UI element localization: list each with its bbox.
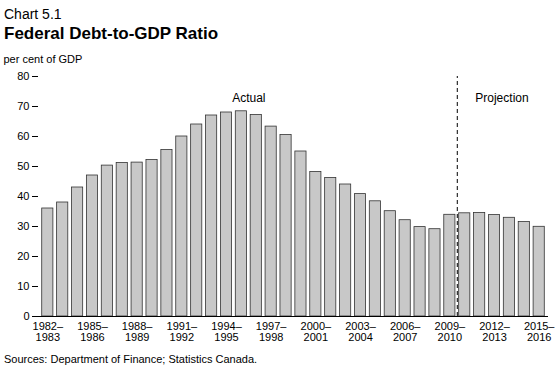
svg-text:2000–2001: 2000–2001 — [301, 320, 332, 343]
svg-text:20: 20 — [17, 250, 29, 262]
svg-text:2012–2013: 2012–2013 — [479, 320, 510, 343]
svg-text:60: 60 — [17, 130, 29, 142]
svg-text:80: 80 — [17, 70, 29, 82]
svg-text:2009–2010: 2009–2010 — [435, 320, 466, 343]
svg-text:1982–1983: 1982–1983 — [33, 320, 64, 343]
svg-text:2006–2007: 2006–2007 — [390, 320, 421, 343]
svg-text:1997–1998: 1997–1998 — [256, 320, 287, 343]
svg-text:1994–1995: 1994–1995 — [211, 320, 242, 343]
svg-text:2015–2016: 2015–2016 — [524, 320, 555, 343]
svg-text:70: 70 — [17, 100, 29, 112]
svg-text:0: 0 — [23, 310, 29, 322]
svg-text:10: 10 — [17, 280, 29, 292]
html-text:Federal Debt-to-GDP Ratio: Federal Debt-to-GDP Ratio — [4, 24, 219, 43]
svg-text:1985–1986: 1985–1986 — [77, 320, 108, 343]
svg-text:per cent of GDP: per cent of GDP — [4, 53, 83, 65]
svg-text:40: 40 — [17, 190, 29, 202]
svg-text:Projection: Projection — [475, 91, 528, 105]
svg-text:2003–2004: 2003–2004 — [345, 320, 376, 343]
html-text:Sources: Department of Finance: Sources: Department of Finance; Statisti… — [4, 353, 258, 365]
svg-text:30: 30 — [17, 220, 29, 232]
svg-text:50: 50 — [17, 160, 29, 172]
svg-text:1988–1989: 1988–1989 — [122, 320, 153, 343]
svg-text:1991–1992: 1991–1992 — [167, 320, 198, 343]
svg-text:Actual: Actual — [232, 91, 265, 105]
html-text:Chart 5.1: Chart 5.1 — [4, 6, 62, 22]
